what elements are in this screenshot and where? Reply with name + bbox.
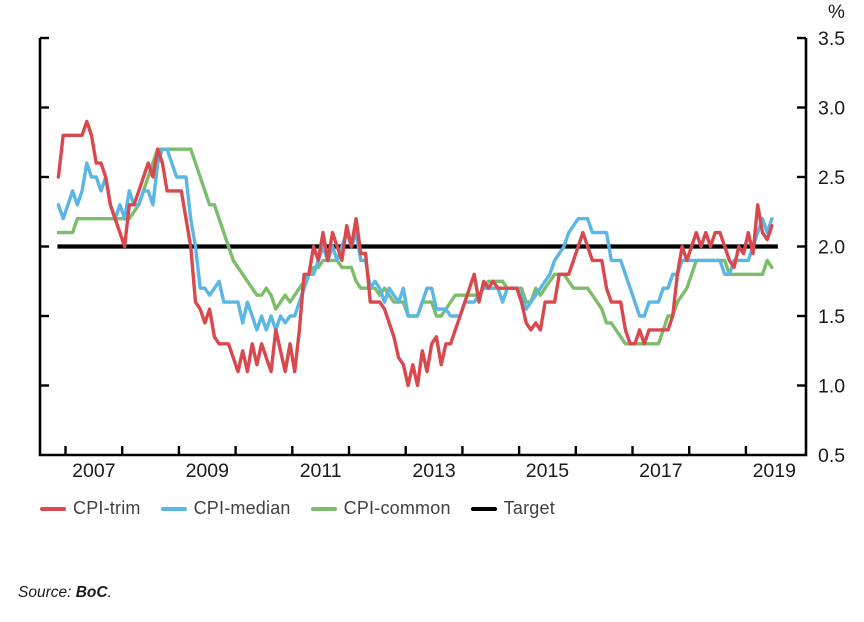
source-suffix: .: [107, 584, 112, 601]
svg-text:0.5: 0.5: [818, 445, 845, 467]
legend-item-target: Target: [470, 498, 555, 519]
svg-text:2017: 2017: [639, 460, 682, 482]
inflation-line-chart: 3.5 3.0 2.5 2.0 1.5 1.0 0.5% 2007 2009 2011 2013 20…: [38, 2, 845, 482]
svg-text:2.5: 2.5: [818, 167, 845, 189]
cpi-common-line-swatch: [310, 506, 337, 511]
svg-text:2015: 2015: [526, 460, 570, 482]
legend-item-cpi-trim: CPI-trim: [40, 498, 141, 519]
source-line: Source: BoC.: [18, 584, 112, 602]
legend-label: Target: [503, 498, 555, 518]
svg-text:2.0: 2.0: [818, 237, 845, 259]
svg-text:1.5: 1.5: [818, 306, 845, 328]
source-prefix: Source:: [18, 584, 76, 601]
legend-item-cpi-common: CPI-common: [310, 498, 451, 519]
svg-text:3.5: 3.5: [818, 28, 845, 50]
svg-text:3.0: 3.0: [818, 98, 845, 120]
chart-legend: CPI-trim CPI-median CPI-common Target: [0, 498, 864, 519]
legend-item-cpi-median: CPI-median: [160, 498, 291, 519]
cpi-median-line-swatch: [160, 506, 187, 511]
target-line-swatch: [470, 506, 497, 511]
legend-label: CPI-median: [193, 498, 291, 518]
svg-text:2009: 2009: [186, 460, 229, 482]
svg-text:1.0: 1.0: [818, 376, 845, 398]
svg-text:2011: 2011: [300, 460, 342, 482]
svg-text:2013: 2013: [412, 460, 455, 482]
legend-label: CPI-common: [343, 498, 451, 518]
legend-label: CPI-trim: [73, 498, 141, 518]
svg-text:2019: 2019: [753, 460, 796, 482]
svg-text:2007: 2007: [72, 460, 115, 482]
svg-text:%: %: [828, 2, 845, 23]
cpi-trim-line-swatch: [40, 506, 66, 511]
source-name: BoC: [75, 584, 108, 601]
